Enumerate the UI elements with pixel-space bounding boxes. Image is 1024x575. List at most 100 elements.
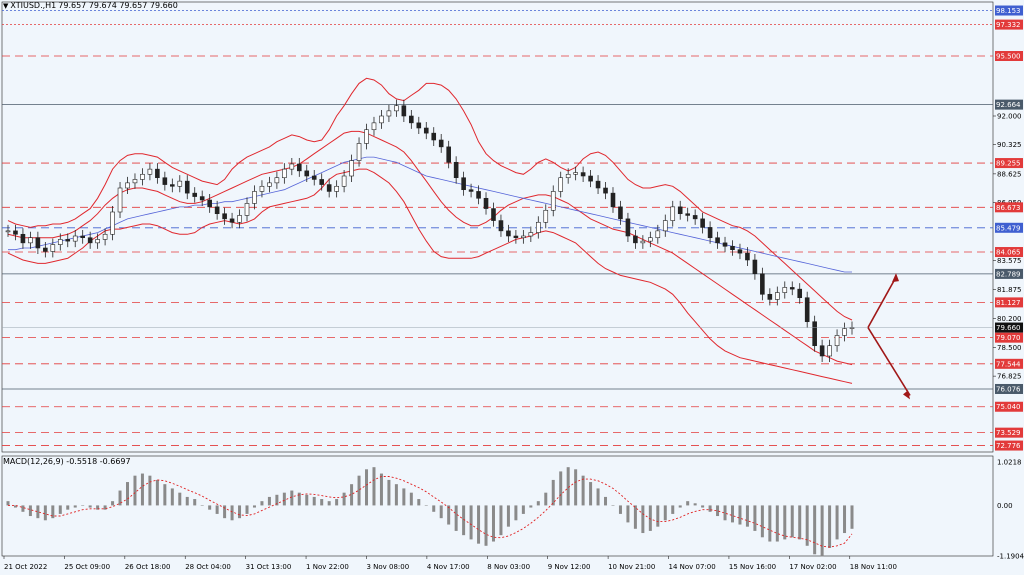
x-tick-label: 8 Nov 03:00 — [487, 563, 530, 571]
candle-body — [521, 235, 526, 239]
price-level-label: 79.070 — [996, 334, 1021, 342]
macd-histogram-bar — [402, 488, 406, 506]
macd-histogram-bar — [828, 505, 832, 548]
price-level-label: 75.040 — [996, 403, 1021, 411]
candle-body — [438, 139, 444, 148]
candle-body — [580, 172, 586, 177]
price-level-tag — [995, 19, 1023, 30]
candle-body — [700, 218, 705, 228]
macd-histogram-bar — [551, 479, 555, 506]
candle-body — [528, 232, 534, 237]
macd-histogram-bar — [566, 467, 570, 506]
candle-body — [662, 220, 668, 232]
candle-body — [834, 335, 840, 347]
macd-histogram-bar — [454, 505, 458, 531]
macd-histogram-bar — [88, 505, 92, 508]
bb_middle-line — [7, 130, 853, 366]
macd-histogram-bar — [701, 505, 705, 508]
macd-histogram-bar — [730, 505, 734, 523]
macd-histogram-bar — [267, 496, 271, 506]
y-tick-label: 81.875 — [997, 286, 1022, 294]
macd-histogram-bar — [753, 505, 757, 531]
x-tick-label: 3 Nov 08:00 — [366, 563, 409, 571]
macd-histogram-bar — [723, 505, 727, 521]
price-level-tag — [995, 247, 1023, 258]
candle-body — [707, 227, 713, 239]
candle-body — [386, 110, 392, 117]
price-level-tag — [995, 268, 1023, 279]
candle-body — [737, 249, 743, 254]
macd-histogram-bar — [633, 505, 637, 529]
candle-body — [207, 199, 212, 208]
macd-histogram-bar — [760, 505, 764, 538]
candle-body — [588, 175, 593, 182]
macd-histogram-bar — [409, 492, 413, 506]
macd-histogram-bar — [245, 505, 249, 514]
candle-body — [573, 172, 578, 175]
x-tick-label: 25 Oct 09:00 — [64, 563, 110, 571]
macd-histogram-bar — [185, 496, 189, 506]
macd-histogram-bar — [58, 505, 62, 514]
candle-body — [13, 230, 18, 235]
candle-body — [394, 105, 399, 112]
candle-body — [618, 206, 623, 220]
candle-body — [289, 163, 295, 170]
candle-body — [162, 177, 168, 185]
candle-body — [536, 221, 541, 233]
candle-body — [827, 345, 832, 357]
macd-histogram-bar — [51, 505, 55, 519]
macd-histogram-bar — [223, 505, 227, 519]
y-tick-label: 83.575 — [997, 257, 1022, 265]
triangle-down-icon[interactable]: ▼ — [3, 1, 9, 10]
candle-body — [760, 273, 765, 295]
candle-body — [296, 163, 302, 172]
macd-histogram-bar — [686, 501, 690, 506]
candle-body — [57, 239, 63, 245]
candle-body — [670, 206, 676, 221]
y-tick-label: 76.825 — [997, 373, 1022, 381]
ma_blue-line — [8, 156, 852, 273]
candle-body — [244, 203, 250, 216]
candle-body — [715, 237, 720, 244]
macd-histogram-bar — [163, 484, 167, 506]
x-tick-label: 17 Nov 02:00 — [789, 563, 836, 571]
macd-histogram-bar — [708, 505, 712, 512]
macd-histogram-bar — [73, 505, 77, 508]
candle-body — [192, 192, 198, 197]
candle-body — [782, 287, 788, 293]
candle-body — [498, 220, 504, 232]
macd-histogram-bar — [671, 505, 675, 514]
x-tick-label: 15 Nov 16:00 — [729, 563, 776, 571]
candle-body — [170, 184, 175, 187]
macd-histogram-bar — [365, 469, 369, 506]
bearish-arrow-head — [903, 390, 910, 400]
bullish-arrow-head — [892, 273, 899, 283]
candle-body — [102, 233, 108, 240]
macd-histogram-bar — [477, 505, 481, 544]
candle-body — [558, 177, 564, 192]
macd-histogram-bar — [372, 467, 376, 506]
candle-body — [379, 115, 384, 124]
macd-histogram-bar — [148, 475, 152, 506]
candle-body — [304, 170, 310, 177]
macd-histogram-bar — [768, 505, 772, 542]
candle-body — [356, 143, 362, 161]
price-level-label: 82.789 — [996, 270, 1021, 278]
macd-histogram-bar — [200, 505, 204, 506]
price-level-tag — [995, 383, 1023, 394]
candle-body — [259, 185, 265, 192]
ohlc-values: 79.657 79.674 79.657 79.660 — [58, 1, 178, 10]
candle-body — [775, 292, 780, 300]
candle-body — [506, 230, 511, 237]
current-price-tag — [995, 322, 1023, 333]
candle-body — [409, 115, 414, 124]
macd-histogram-bar — [6, 501, 10, 506]
candle-body — [72, 235, 78, 242]
macd-histogram-bar — [155, 479, 159, 506]
candle-body — [334, 185, 339, 192]
macd-axis-label: -1.1904 — [997, 553, 1024, 561]
macd-histogram-bar — [596, 488, 600, 506]
candle-body — [319, 179, 324, 185]
